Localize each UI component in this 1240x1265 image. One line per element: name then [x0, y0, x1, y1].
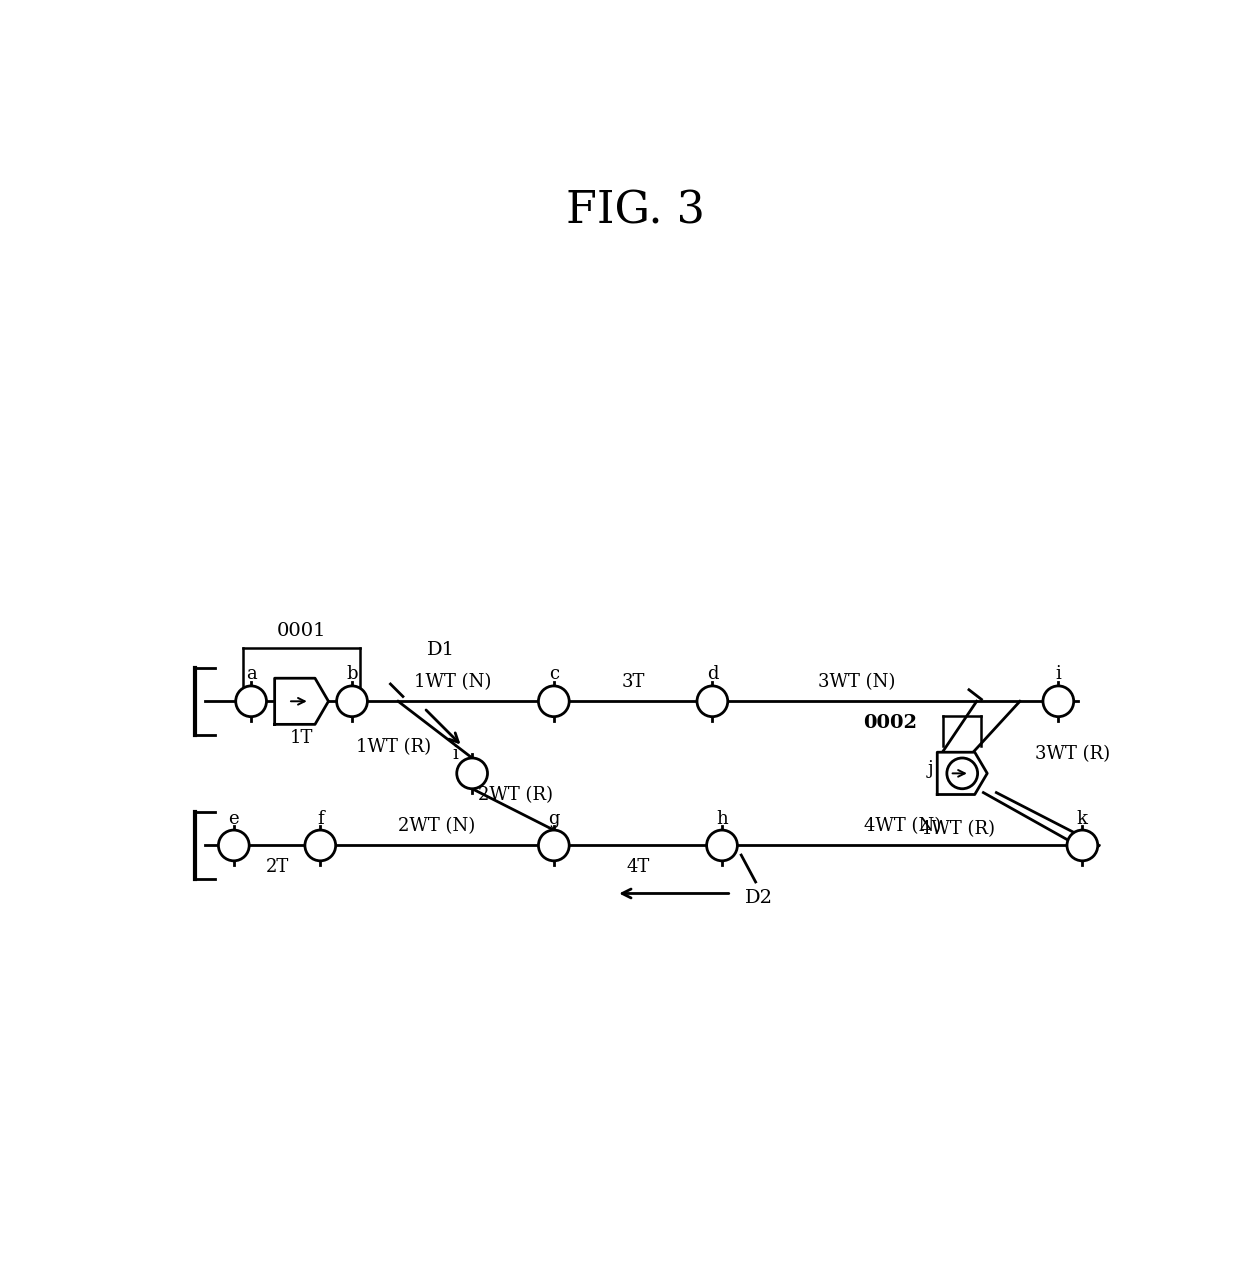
Polygon shape: [274, 678, 329, 725]
Circle shape: [538, 686, 569, 717]
Circle shape: [707, 830, 738, 860]
Circle shape: [218, 830, 249, 860]
Text: d: d: [707, 665, 718, 683]
Text: k: k: [1076, 810, 1087, 827]
Circle shape: [305, 830, 336, 860]
Text: 4T: 4T: [626, 858, 650, 875]
Text: 0001: 0001: [277, 622, 326, 640]
Text: 1WT (N): 1WT (N): [414, 673, 491, 691]
Text: 1T: 1T: [290, 729, 314, 746]
Text: g: g: [548, 810, 559, 827]
Text: 4WT (R): 4WT (R): [920, 820, 994, 839]
Text: a: a: [246, 665, 257, 683]
Circle shape: [1043, 686, 1074, 717]
Circle shape: [456, 758, 487, 789]
Text: 3WT (R): 3WT (R): [1035, 745, 1110, 763]
Text: 0002: 0002: [863, 715, 918, 732]
Text: h: h: [717, 810, 728, 827]
Text: D2: D2: [744, 889, 773, 907]
Text: j: j: [928, 759, 934, 778]
Text: D1: D1: [428, 641, 455, 659]
Text: 3T: 3T: [621, 673, 645, 691]
Circle shape: [947, 758, 977, 789]
Text: 3WT (N): 3WT (N): [818, 673, 895, 691]
Circle shape: [697, 686, 728, 717]
Text: f: f: [317, 810, 324, 827]
Text: 2WT (R): 2WT (R): [477, 786, 553, 805]
Polygon shape: [937, 753, 987, 794]
Text: e: e: [228, 810, 239, 827]
Circle shape: [1066, 830, 1097, 860]
Text: 2T: 2T: [265, 858, 289, 875]
Text: 2WT (N): 2WT (N): [398, 817, 476, 835]
Text: i: i: [451, 745, 458, 763]
Text: FIG. 3: FIG. 3: [567, 190, 704, 233]
Text: 4WT (N): 4WT (N): [863, 817, 941, 835]
Circle shape: [236, 686, 267, 717]
Text: b: b: [346, 665, 358, 683]
Text: 1WT (R): 1WT (R): [356, 737, 430, 756]
Circle shape: [538, 830, 569, 860]
Text: i: i: [1055, 665, 1061, 683]
Circle shape: [336, 686, 367, 717]
Text: c: c: [549, 665, 559, 683]
